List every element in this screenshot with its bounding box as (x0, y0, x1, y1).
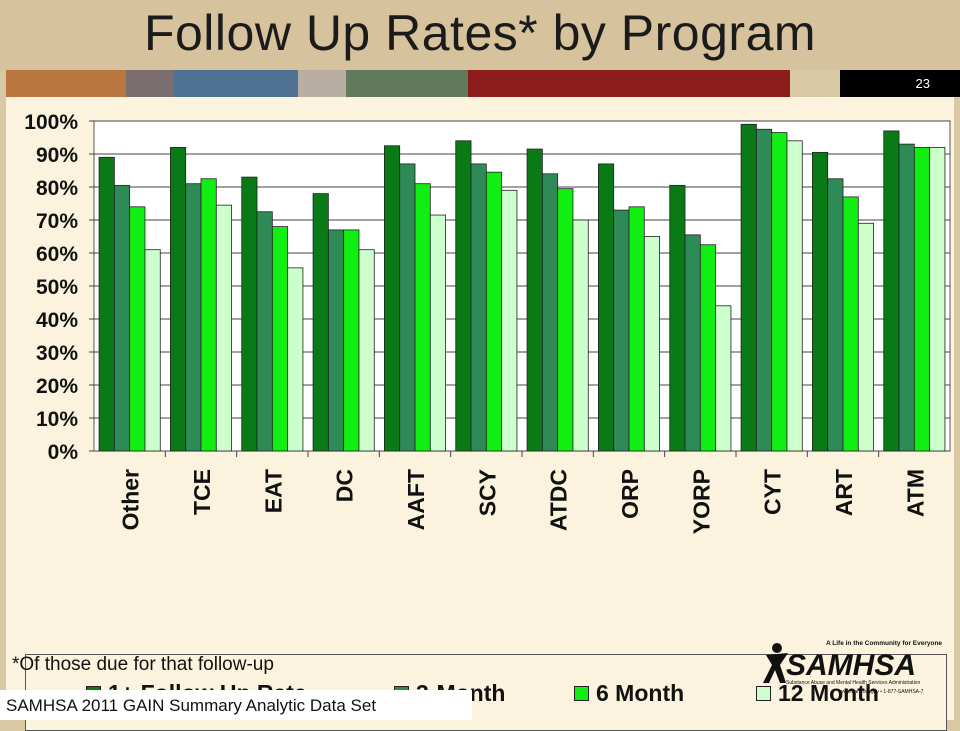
x-tick-label: EAT (260, 469, 286, 513)
x-tick-label: TCE (189, 469, 215, 515)
bar (598, 163, 615, 452)
stripe-segment (174, 70, 298, 97)
bar (485, 171, 503, 452)
bar (470, 163, 487, 452)
x-tick-label: DC (332, 469, 358, 502)
bar (669, 184, 686, 452)
bar (541, 173, 559, 452)
logo-contact: www.samhsa.gov • 1-877-SAMHSA-7 (840, 689, 924, 695)
title-band (0, 0, 960, 70)
bar (684, 234, 701, 452)
bar (98, 156, 115, 452)
bar (414, 183, 431, 452)
bar (271, 226, 289, 452)
logo-name: SAMHSA (786, 649, 916, 682)
bar (786, 140, 803, 452)
bar (842, 196, 859, 452)
bar (572, 219, 589, 452)
bar (241, 176, 258, 452)
footnote: *Of those due for that follow-up (12, 654, 274, 675)
bar (898, 143, 915, 452)
stripe-segment (346, 70, 468, 97)
y-tick-label: 40% (36, 309, 78, 332)
bar-chart: 0% 10% 20% 30% 40% 50% 60% 70% 80% 90% 100% Other TC… (24, 111, 951, 534)
y-tick-label: 50% (36, 276, 78, 299)
legend-swatch-12month (756, 685, 771, 701)
slide-number: 23 (840, 70, 960, 97)
y-tick-label: 80% (36, 177, 78, 200)
legend-label-12month: 12 Month (778, 679, 879, 706)
bar (883, 130, 900, 452)
logo-subtitle: Substance Abuse and Mental Health Servic… (786, 680, 920, 686)
bar (699, 244, 717, 452)
stripe-segment (126, 70, 174, 97)
bar (628, 206, 645, 452)
bar (312, 193, 329, 452)
y-tick-label: 0% (48, 441, 79, 464)
bar (129, 206, 146, 452)
legend-item-6month: 6 Month (574, 679, 685, 706)
y-tick-label: 20% (36, 375, 78, 398)
stripe-segment (6, 70, 126, 97)
x-tick-label: ORP (617, 469, 643, 519)
bar (929, 147, 946, 452)
stripe-segment (298, 70, 346, 97)
y-tick-label: 70% (36, 210, 78, 233)
x-tick-label: YORP (688, 469, 714, 534)
bar (185, 183, 202, 452)
x-tick-label: ATM (902, 469, 928, 517)
bar (256, 211, 273, 452)
legend-label-6month: 6 Month (596, 679, 685, 706)
logo-tagline: A Life in the Community for Everyone (826, 640, 942, 647)
bar (740, 123, 757, 452)
samhsa-logo: A Life in the Community for Everyone SAM… (763, 640, 942, 695)
x-tick-label: ART (831, 469, 857, 516)
bar (287, 267, 304, 452)
source-note: SAMHSA 2011 GAIN Summary Analytic Data S… (0, 690, 472, 720)
bar (643, 236, 660, 452)
y-tick-label: 30% (36, 342, 78, 365)
bar (715, 305, 732, 452)
x-tick-label: CYT (760, 469, 786, 515)
bar (827, 178, 844, 452)
bar (383, 145, 401, 452)
bar (144, 249, 161, 452)
bar (812, 151, 829, 452)
bar (526, 148, 543, 452)
bar (169, 147, 187, 452)
x-tick-label: Other (118, 469, 144, 530)
bar (557, 188, 574, 452)
bar (913, 147, 931, 452)
bar (358, 249, 375, 452)
bar (613, 209, 630, 452)
bar (200, 178, 217, 452)
legend-item-12month: 12 Month (756, 679, 879, 706)
bar (343, 229, 360, 452)
y-tick-label: 100% (24, 111, 78, 134)
bar (857, 222, 874, 452)
bar (215, 204, 233, 452)
y-tick-label: 90% (36, 144, 78, 167)
bar (113, 184, 131, 452)
y-tick-label: 10% (36, 408, 78, 431)
bar (455, 140, 472, 452)
x-tick-label: AAFT (403, 469, 429, 530)
bar (501, 189, 518, 452)
bar (771, 132, 788, 452)
slide-title: Follow Up Rates* by Program (143, 5, 817, 61)
bar (399, 163, 416, 452)
x-tick-label: ATDC (546, 469, 572, 531)
bar (429, 214, 446, 452)
bar (327, 229, 345, 452)
stripe-segment (468, 70, 790, 97)
legend-swatch-6month (574, 685, 589, 701)
slide-content: 0% 10% 20% 30% 40% 50% 60% 70% 80% 90% 100% Other TC… (6, 97, 954, 731)
person-icon (763, 643, 788, 683)
bar (755, 128, 773, 452)
y-tick-label: 60% (36, 243, 78, 266)
x-tick-label: SCY (474, 469, 500, 516)
